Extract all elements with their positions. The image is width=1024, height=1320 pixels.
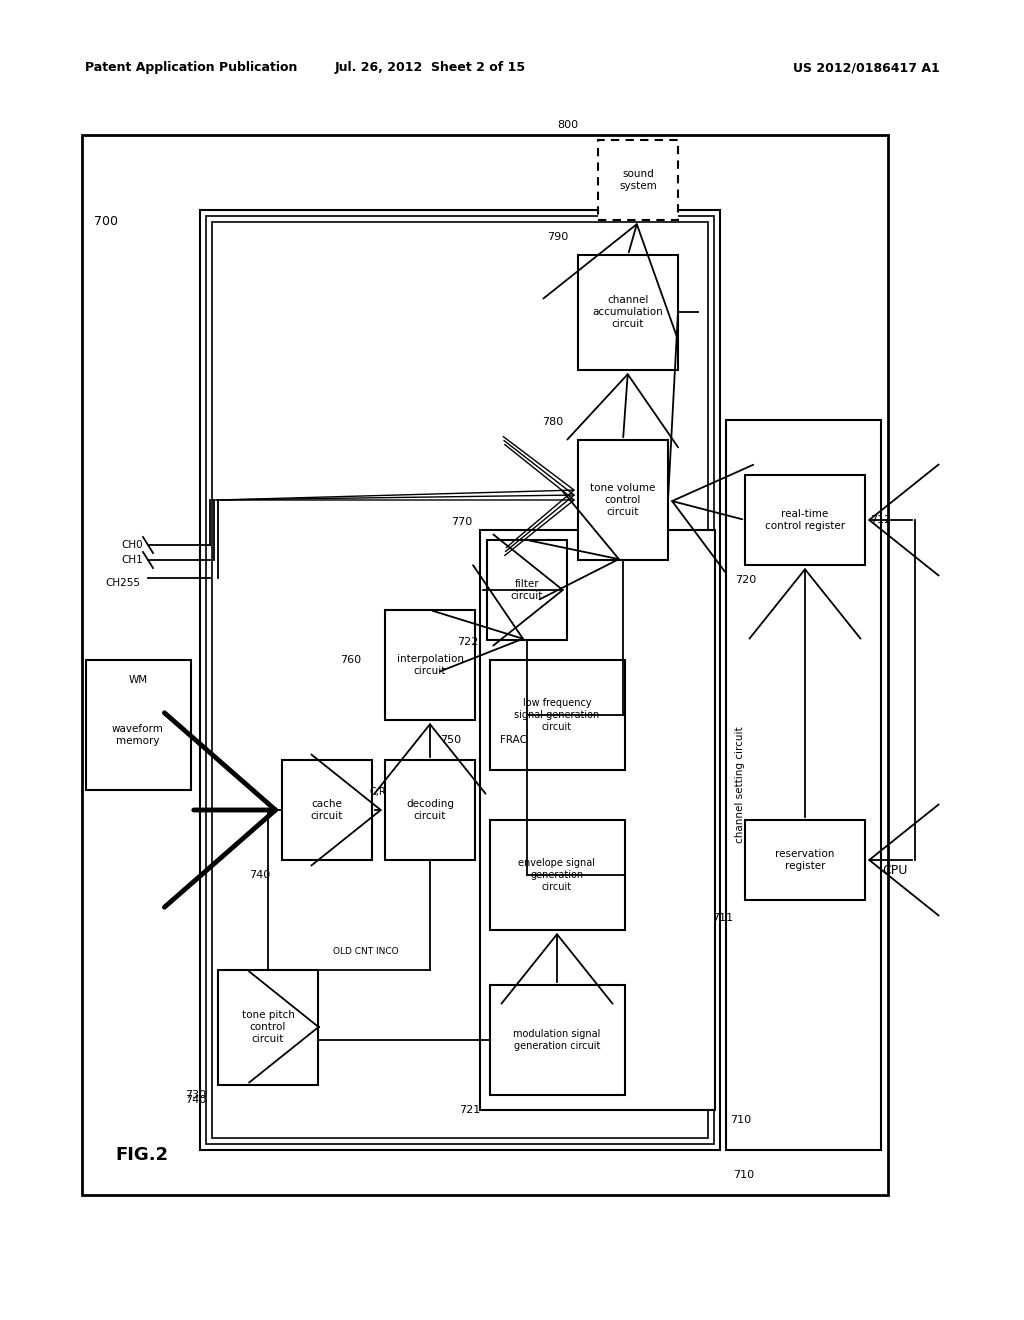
Text: CH0: CH0 [122, 540, 143, 550]
Bar [745, 820, 865, 900]
Text: 710: 710 [733, 1170, 754, 1180]
Bar [385, 610, 475, 719]
Text: tone volume
control
circuit: tone volume control circuit [590, 483, 655, 516]
Text: 710: 710 [730, 1115, 752, 1125]
Text: 740: 740 [249, 870, 270, 880]
Text: 722: 722 [457, 638, 478, 647]
Text: 720: 720 [735, 576, 757, 585]
Text: FIG.2: FIG.2 [115, 1146, 168, 1164]
Bar [490, 820, 625, 931]
Bar [385, 760, 475, 861]
Text: real-time
control register: real-time control register [765, 510, 845, 531]
Text: OLD CNT INCO: OLD CNT INCO [333, 948, 398, 957]
Text: 740: 740 [184, 1096, 206, 1105]
Text: Patent Application Publication: Patent Application Publication [85, 62, 297, 74]
Bar [578, 440, 668, 560]
Bar [86, 660, 191, 789]
Bar [487, 540, 567, 640]
Text: reservation
register: reservation register [775, 849, 835, 871]
Text: 730: 730 [185, 1090, 206, 1100]
Text: Jul. 26, 2012  Sheet 2 of 15: Jul. 26, 2012 Sheet 2 of 15 [335, 62, 525, 74]
Bar [578, 255, 678, 370]
Text: 750: 750 [440, 735, 461, 744]
Text: 721: 721 [459, 1105, 480, 1115]
Bar [212, 222, 708, 1138]
Text: FRAC: FRAC [500, 735, 527, 744]
Text: 790: 790 [547, 232, 568, 242]
Text: envelope signal
generation
circuit: envelope signal generation circuit [518, 858, 596, 891]
Bar [598, 140, 678, 220]
Text: tone pitch
control
circuit: tone pitch control circuit [242, 1010, 295, 1044]
Text: 712: 712 [870, 515, 891, 525]
Text: 711: 711 [712, 913, 733, 923]
Bar [490, 660, 625, 770]
Bar [282, 760, 372, 861]
Text: interpolation
circuit: interpolation circuit [396, 655, 464, 676]
Text: WM: WM [128, 675, 147, 685]
Text: channel
accumulation
circuit: channel accumulation circuit [593, 296, 664, 329]
Text: low frequency
signal generation
circuit: low frequency signal generation circuit [514, 698, 600, 731]
Text: 800: 800 [557, 120, 578, 129]
Text: channel setting circuit: channel setting circuit [735, 727, 745, 843]
Text: 770: 770 [451, 517, 472, 527]
Bar [480, 531, 715, 1110]
Text: decoding
circuit: decoding circuit [406, 799, 454, 821]
Text: CPU: CPU [882, 863, 907, 876]
Bar [490, 985, 625, 1096]
Bar [726, 420, 881, 1150]
Bar [200, 210, 720, 1150]
Text: waveform
memory: waveform memory [112, 725, 164, 746]
Bar [82, 135, 888, 1195]
Text: US 2012/0186417 A1: US 2012/0186417 A1 [794, 62, 940, 74]
Bar [745, 475, 865, 565]
Text: C,R: C,R [370, 787, 386, 797]
Text: 780: 780 [542, 417, 563, 426]
Text: cache
circuit: cache circuit [311, 799, 343, 821]
Bar [218, 970, 318, 1085]
Text: sound
system: sound system [620, 169, 656, 191]
Text: 700: 700 [94, 215, 118, 228]
Bar [206, 216, 714, 1144]
Text: CH255: CH255 [105, 578, 140, 587]
Text: CH1: CH1 [121, 554, 143, 565]
Text: 760: 760 [340, 655, 361, 665]
Text: filter
circuit: filter circuit [511, 579, 543, 601]
Text: modulation signal
generation circuit: modulation signal generation circuit [513, 1030, 601, 1051]
